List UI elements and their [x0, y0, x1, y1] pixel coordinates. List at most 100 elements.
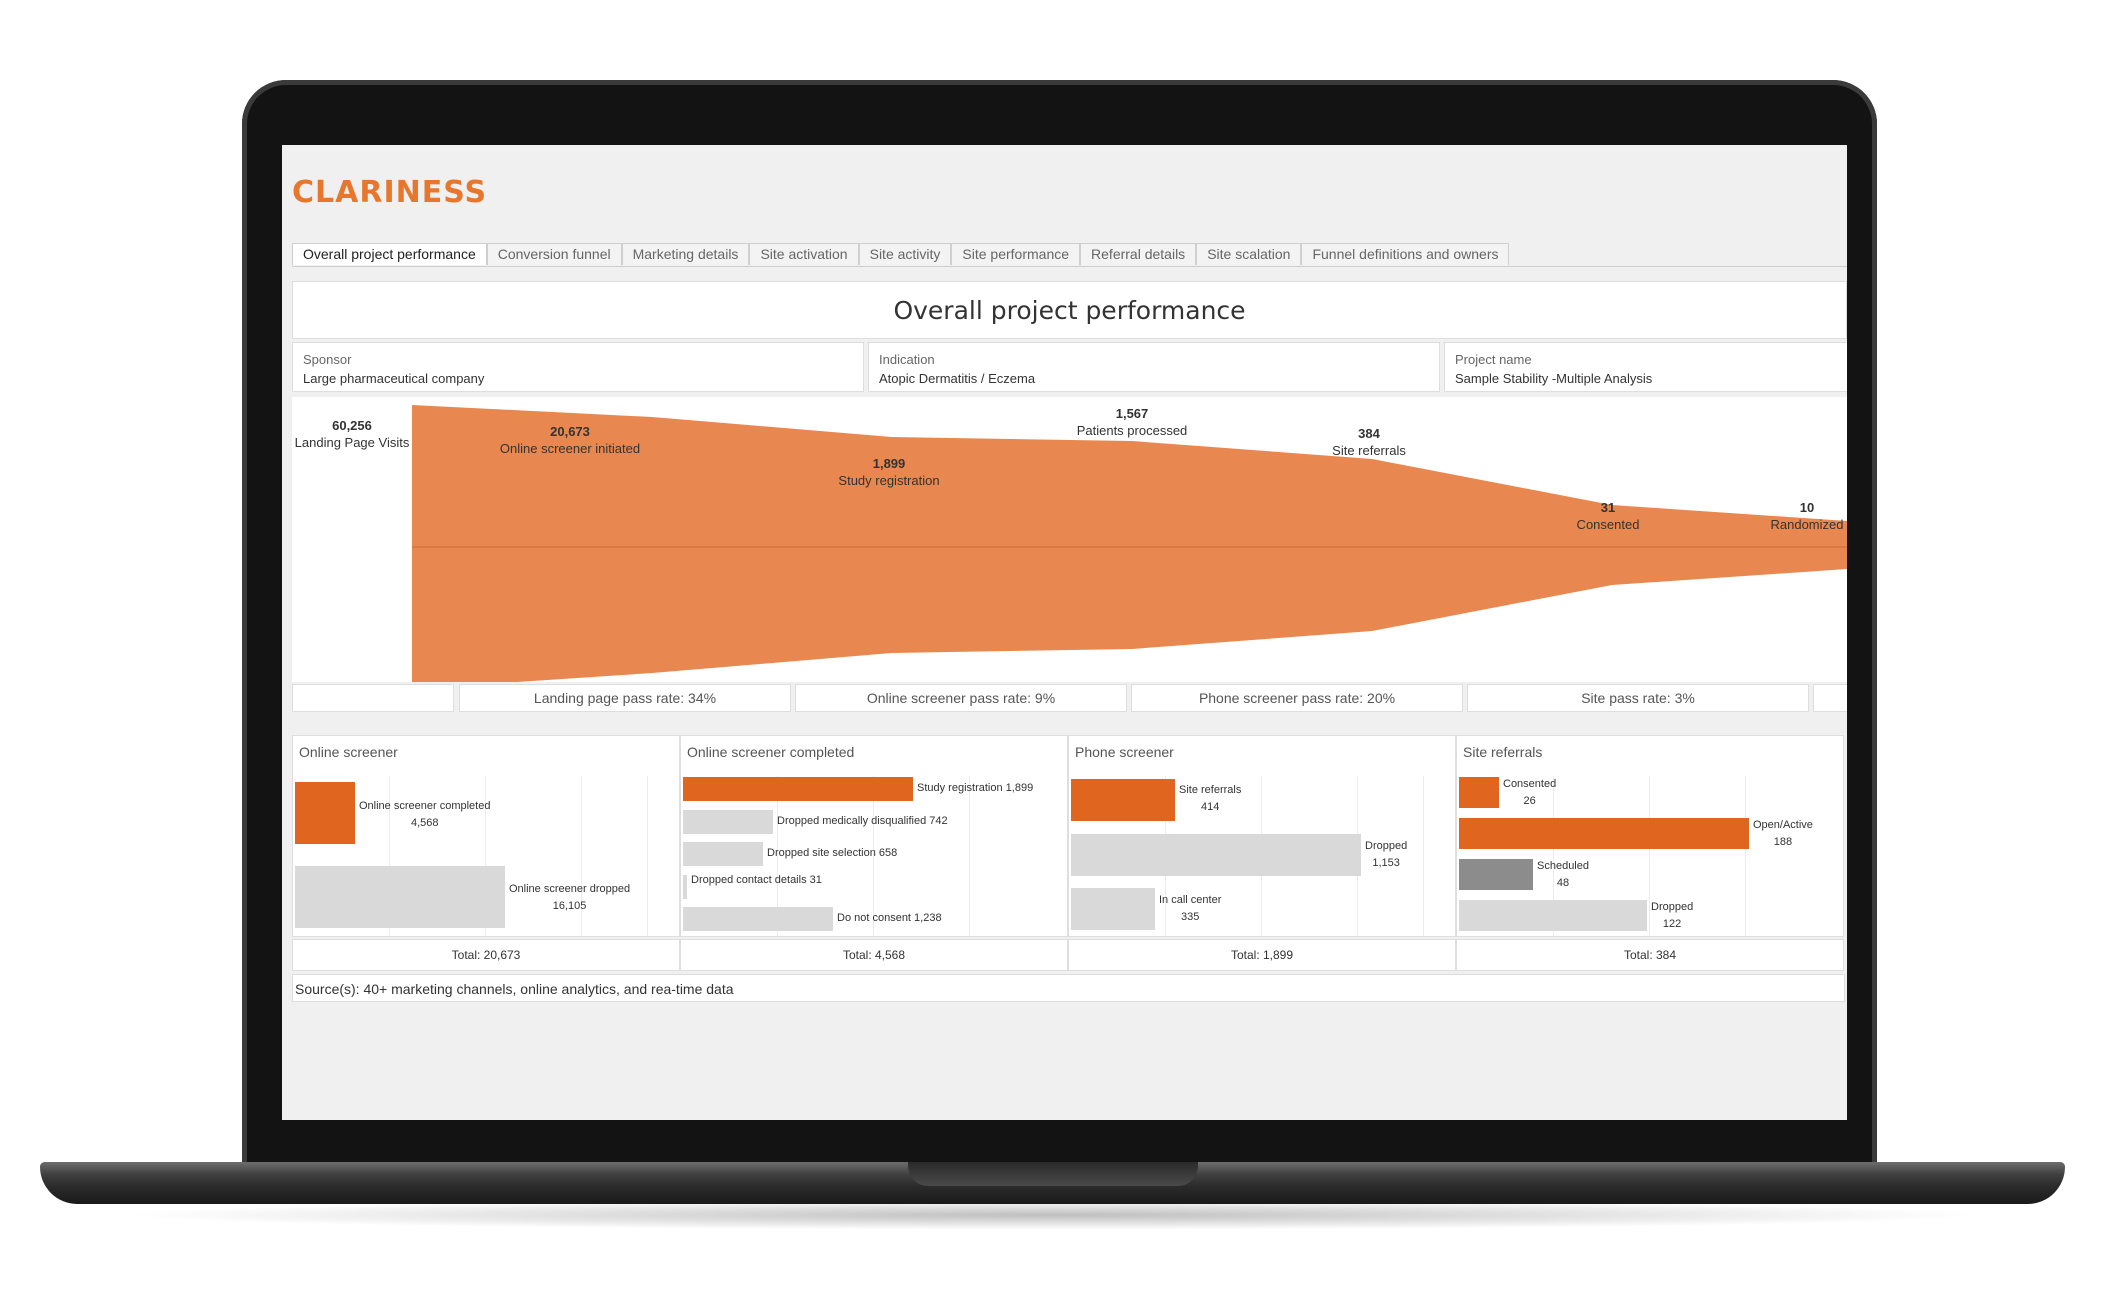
bar-label-value: 1,153	[1372, 857, 1400, 869]
tab-marketing-details[interactable]: Marketing details	[621, 243, 750, 265]
bar-site-referrals[interactable]	[1071, 779, 1175, 821]
bar-label-open-active: Open/Active 188	[1753, 817, 1813, 851]
grid-line	[581, 776, 582, 936]
bar-label-name: Online screener completed	[359, 800, 491, 812]
bar-label-dropped-contact-details: Dropped contact details 31	[691, 874, 822, 886]
bar-label-value: 414	[1201, 801, 1220, 813]
bar-dropped-medically-disqualified[interactable]	[683, 810, 773, 834]
panel-online-screener-completed: Online screener completed Study registra…	[680, 735, 1068, 937]
tab-site-performance[interactable]: Site performance	[951, 243, 1081, 265]
funnel-stage-randomized: 10 Randomized	[1771, 499, 1844, 533]
bar-label-name: Open/Active	[1753, 819, 1813, 831]
bar-label-online-screener-dropped: Online screener dropped 16,105	[509, 881, 630, 915]
tab-funnel-definitions[interactable]: Funnel definitions and owners	[1301, 243, 1510, 265]
bar-do-not-consent[interactable]	[683, 907, 833, 931]
funnel-stage-patients-processed: 1,567 Patients processed	[1077, 405, 1188, 439]
bar-in-call-center[interactable]	[1071, 888, 1155, 930]
funnel-chart: 60,256 Landing Page Visits 20,673 Online…	[292, 397, 1847, 682]
bar-dropped-site-selection[interactable]	[683, 842, 763, 866]
bar-label-value: 188	[1773, 836, 1793, 848]
rate-phone-screener: Phone screener pass rate: 20%	[1131, 684, 1463, 712]
tab-site-activity[interactable]: Site activity	[858, 243, 952, 265]
rate-site: Site pass rate: 3%	[1467, 684, 1809, 712]
bar-label-scheduled: Scheduled 48	[1537, 858, 1589, 892]
bar-label-do-not-consent: Do not consent 1,238	[837, 912, 942, 924]
project-label: Project name	[1455, 352, 1532, 367]
tab-overall-project-performance[interactable]: Overall project performance	[292, 243, 487, 265]
title-box: Overall project performance	[292, 281, 1847, 339]
panel-total-online-screener-completed: Total: 4,568	[680, 939, 1068, 971]
dashboard-screen: CLARINESS Overall project performance Co…	[282, 145, 1847, 1120]
panel-title: Site referrals	[1463, 744, 1543, 760]
funnel-stage-consented: 31 Consented	[1577, 499, 1640, 533]
bar-dropped[interactable]	[1071, 834, 1361, 876]
rate-cell-empty	[292, 684, 454, 712]
funnel-stage-label: Study registration	[838, 473, 940, 488]
indication-label: Indication	[879, 352, 935, 367]
grid-line	[777, 776, 778, 936]
funnel-stage-value: 20,673	[550, 424, 590, 439]
panel-online-screener: Online screener Online screener complete…	[292, 735, 680, 937]
sponsor-box: Sponsor Large pharmaceutical company	[292, 342, 864, 392]
funnel-stage-landing: 60,256 Landing Page Visits	[295, 417, 410, 451]
bar-label-value: 16,105	[552, 900, 587, 912]
bar-label-study-registration: Study registration 1,899	[917, 782, 1034, 794]
funnel-shape[interactable]	[412, 405, 1847, 682]
bar-label-value: 48	[1556, 877, 1570, 889]
tab-conversion-funnel[interactable]: Conversion funnel	[486, 243, 622, 265]
funnel-stage-value: 10	[1799, 500, 1815, 515]
panel-phone-screener: Phone screener Site referrals 414 Droppe…	[1068, 735, 1456, 937]
funnel-stage-value: 1,899	[872, 456, 906, 471]
bar-label-name: Site referrals	[1179, 784, 1242, 796]
sponsor-label: Sponsor	[303, 352, 352, 367]
bar-dropped-contact-details[interactable]	[683, 875, 687, 899]
sources-label: Source(s):	[295, 981, 360, 997]
panel-total-site-referrals: Total: 384	[1456, 939, 1844, 971]
tab-site-activation[interactable]: Site activation	[749, 243, 859, 265]
bar-consented[interactable]	[1459, 777, 1499, 808]
funnel-stage-screener-initiated: 20,673 Online screener initiated	[500, 423, 640, 457]
pass-rates-row: Landing page pass rate: 34% Online scree…	[292, 682, 1847, 712]
sources-text: 40+ marketing channels, online analytics…	[359, 981, 734, 997]
panel-title: Phone screener	[1075, 744, 1174, 760]
bar-label-value: 26	[1523, 795, 1536, 807]
brand-logo[interactable]: CLARINESS	[292, 175, 488, 210]
laptop-hinge-notch	[908, 1162, 1198, 1186]
bar-label-value: 4,568	[410, 817, 439, 829]
funnel-svg	[412, 405, 1847, 682]
panel-title: Online screener completed	[687, 744, 855, 760]
bar-label-dropped-site-selection: Dropped site selection 658	[767, 847, 898, 859]
grid-line	[1553, 776, 1554, 936]
panel-site-referrals: Site referrals Consented 26 Open/Active …	[1456, 735, 1844, 937]
bar-open-active[interactable]	[1459, 818, 1749, 849]
tab-referral-details[interactable]: Referral details	[1080, 243, 1197, 265]
funnel-stage-label: Site referrals	[1332, 443, 1406, 458]
bar-label-dropped-medically-disqualified: Dropped medically disqualified 742	[777, 815, 948, 827]
panel-title: Online screener	[299, 744, 398, 760]
funnel-stage-value: 31	[1600, 500, 1616, 515]
bar-label-name: Dropped	[1365, 840, 1408, 852]
bar-dropped[interactable]	[1459, 900, 1647, 931]
bar-label-site-referrals: Site referrals 414	[1179, 782, 1241, 816]
bar-label-name: Dropped	[1651, 901, 1694, 913]
tab-site-scalation[interactable]: Site scalation	[1196, 243, 1302, 265]
bar-online-screener-completed[interactable]	[295, 782, 355, 844]
page-title: Overall project performance	[893, 296, 1246, 325]
panel-grid	[681, 776, 1067, 936]
project-box: Project name Sample Stability -Multiple …	[1444, 342, 1847, 392]
bar-scheduled[interactable]	[1459, 859, 1533, 890]
grid-line	[873, 776, 874, 936]
rate-landing-page: Landing page pass rate: 34%	[459, 684, 791, 712]
funnel-stage-site-referrals: 384 Site referrals	[1332, 425, 1406, 459]
bar-label-name: Online screener dropped	[509, 883, 631, 895]
grid-line	[647, 776, 648, 936]
funnel-stage-label: Landing Page Visits	[294, 435, 410, 450]
bar-label-in-call-center: In call center 335	[1159, 892, 1221, 926]
tab-divider	[292, 266, 1847, 267]
bar-label-name: Scheduled	[1537, 860, 1589, 872]
grid-line	[485, 776, 486, 936]
bar-online-screener-dropped[interactable]	[295, 866, 505, 928]
funnel-stage-study-registration: 1,899 Study registration	[838, 455, 939, 489]
bar-study-registration[interactable]	[683, 777, 913, 801]
rate-online-screener: Online screener pass rate: 9%	[795, 684, 1127, 712]
